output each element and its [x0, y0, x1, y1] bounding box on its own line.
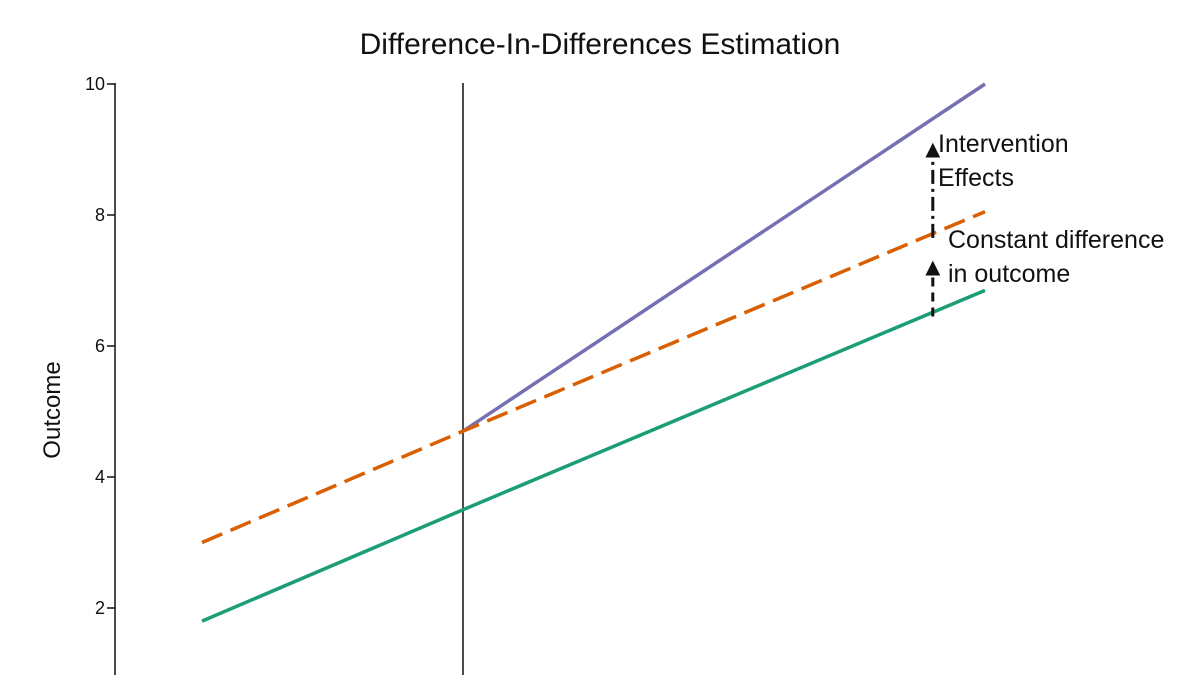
chart-title: Difference-In-Differences Estimation: [360, 28, 841, 61]
control-series-line: [201, 288, 986, 623]
y-tick-label: 8: [95, 205, 105, 225]
constant-difference-label: in outcome: [948, 260, 1070, 288]
counterfactual-series-line: [201, 210, 986, 545]
treatment-series-line: [462, 82, 986, 433]
constant-difference-label: Constant difference: [948, 226, 1164, 254]
intervention-effects-label: Intervention: [938, 130, 1069, 158]
y-tick-label: 10: [85, 74, 105, 94]
y-tick-label: 2: [95, 598, 105, 618]
intervention-effects-label: Effects: [938, 164, 1014, 192]
y-tick-label: 6: [95, 336, 105, 356]
y-tick-label: 4: [95, 467, 105, 487]
y-axis-label: Outcome: [39, 361, 66, 458]
